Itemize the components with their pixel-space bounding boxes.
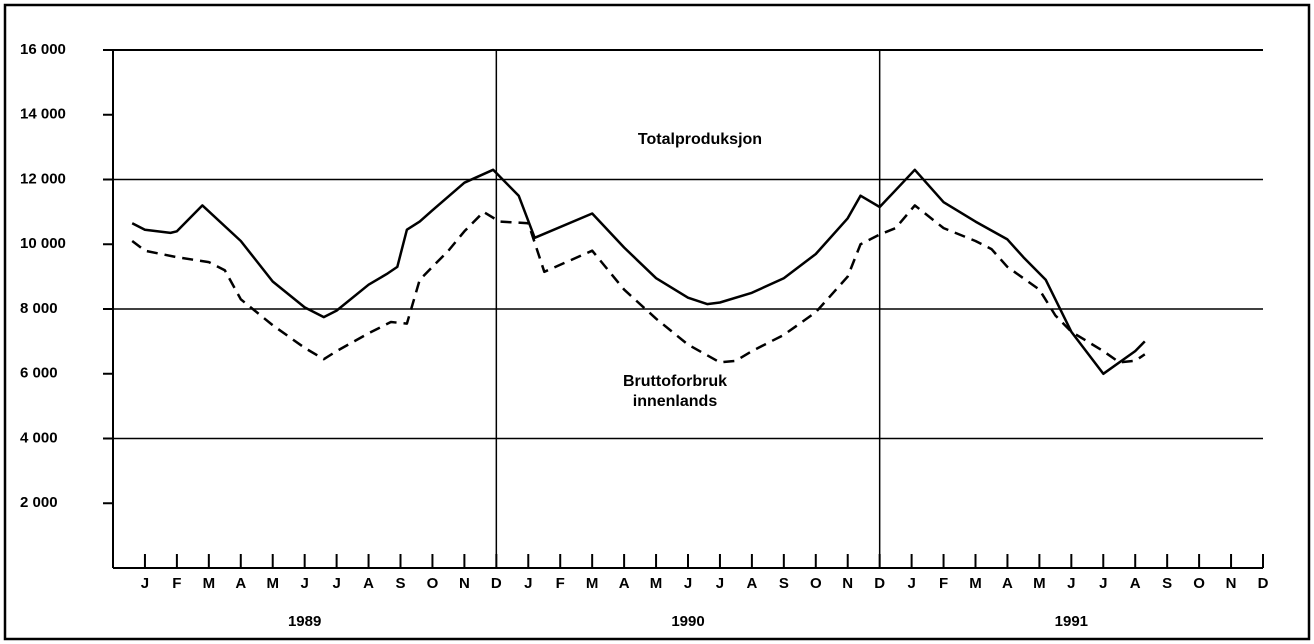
year-label: 1991 (1055, 613, 1088, 630)
series-label: Bruttoforbruk innenlands (623, 373, 727, 410)
x-tick-label: J (907, 575, 915, 592)
x-tick-label: J (300, 575, 308, 592)
x-tick-label: O (427, 575, 439, 592)
y-tick-label: 16 000 (20, 41, 66, 58)
x-tick-label: N (1226, 575, 1237, 592)
x-tick-label: A (746, 575, 757, 592)
x-tick-label: O (810, 575, 822, 592)
x-tick-label: M (203, 575, 216, 592)
x-tick-label: J (684, 575, 692, 592)
x-tick-label: J (524, 575, 532, 592)
x-tick-label: J (141, 575, 149, 592)
x-tick-label: S (1162, 575, 1172, 592)
y-tick-label: 8 000 (20, 300, 58, 317)
y-tick-label: 2 000 (20, 494, 58, 511)
x-tick-label: M (266, 575, 279, 592)
x-tick-label: A (1002, 575, 1013, 592)
x-tick-label: M (586, 575, 599, 592)
y-tick-label: 14 000 (20, 106, 66, 123)
x-tick-label: A (363, 575, 374, 592)
x-tick-label: J (332, 575, 340, 592)
x-tick-label: A (619, 575, 630, 592)
x-tick-label: J (1099, 575, 1107, 592)
x-tick-label: M (969, 575, 982, 592)
y-tick-label: 10 000 (20, 235, 66, 252)
x-tick-label: O (1193, 575, 1205, 592)
year-label: 1989 (288, 613, 321, 630)
x-tick-label: D (1258, 575, 1269, 592)
x-tick-label: S (395, 575, 405, 592)
x-tick-label: M (650, 575, 663, 592)
y-tick-label: 4 000 (20, 429, 58, 446)
x-tick-label: N (459, 575, 470, 592)
x-tick-label: F (556, 575, 565, 592)
year-label: 1990 (671, 613, 704, 630)
x-tick-label: J (1067, 575, 1075, 592)
series-line (131, 168, 1146, 376)
x-tick-label: J (716, 575, 724, 592)
x-tick-label: F (172, 575, 181, 592)
series-line (131, 204, 1146, 364)
series-label: Totalproduksjon (637, 131, 763, 148)
y-tick-label: 6 000 (20, 365, 58, 382)
x-tick-label: F (939, 575, 948, 592)
frame (3, 3, 1311, 641)
x-tick-label: M (1033, 575, 1046, 592)
x-tick-label: A (235, 575, 246, 592)
x-tick-label: D (874, 575, 885, 592)
x-tick-label: A (1130, 575, 1141, 592)
x-tick-label: D (491, 575, 502, 592)
y-tick-label: 12 000 (20, 170, 66, 187)
x-tick-label: N (842, 575, 853, 592)
x-tick-label: S (779, 575, 789, 592)
